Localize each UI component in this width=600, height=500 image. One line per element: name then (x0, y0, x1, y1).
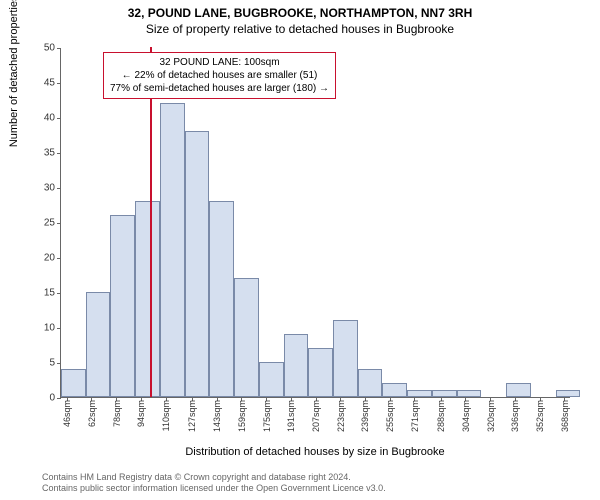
histogram-bar (284, 334, 309, 397)
x-tick-label: 352sqm (535, 400, 545, 440)
y-tick-mark (57, 83, 61, 84)
histogram-bar (234, 278, 259, 397)
histogram-bar (61, 369, 86, 397)
page-title: 32, POUND LANE, BUGBROOKE, NORTHAMPTON, … (0, 6, 600, 20)
x-tick-label: 110sqm (161, 400, 171, 440)
x-tick-label: 239sqm (360, 400, 370, 440)
footnote: Contains HM Land Registry data © Crown c… (42, 472, 386, 494)
y-tick-mark (57, 363, 61, 364)
marker-line (150, 47, 152, 397)
y-tick-mark (57, 153, 61, 154)
x-tick-label: 207sqm (311, 400, 321, 440)
y-tick-label: 20 (21, 253, 55, 264)
x-tick-label: 336sqm (510, 400, 520, 440)
histogram-bar (86, 292, 111, 397)
x-tick-label: 191sqm (286, 400, 296, 440)
annotation-line: ← 22% of detached houses are smaller (51… (110, 69, 329, 82)
y-tick-label: 30 (21, 183, 55, 194)
histogram-bar (333, 320, 358, 397)
histogram-bar (160, 103, 185, 397)
y-tick-label: 5 (21, 358, 55, 369)
histogram-bar (110, 215, 135, 397)
histogram-bar (506, 383, 531, 397)
y-tick-label: 25 (21, 218, 55, 229)
histogram-bar (308, 348, 333, 397)
histogram-bar (135, 201, 160, 397)
annotation-line: 77% of semi-detached houses are larger (… (110, 82, 329, 95)
annotation-box: 32 POUND LANE: 100sqm← 22% of detached h… (103, 52, 336, 99)
x-tick-label: 62sqm (87, 400, 97, 440)
y-tick-label: 0 (21, 393, 55, 404)
histogram-bar (358, 369, 383, 397)
x-tick-label: 143sqm (212, 400, 222, 440)
x-tick-label: 94sqm (136, 400, 146, 440)
x-tick-label: 127sqm (187, 400, 197, 440)
y-tick-mark (57, 223, 61, 224)
x-tick-label: 368sqm (560, 400, 570, 440)
y-tick-mark (57, 188, 61, 189)
x-tick-label: 304sqm (461, 400, 471, 440)
y-tick-mark (57, 328, 61, 329)
plot-area: 0510152025303540455046sqm62sqm78sqm94sqm… (60, 48, 570, 398)
histogram-bar (556, 390, 581, 397)
page-subtitle: Size of property relative to detached ho… (0, 22, 600, 36)
x-tick-label: 78sqm (112, 400, 122, 440)
histogram-bar (382, 383, 407, 397)
y-tick-mark (57, 118, 61, 119)
y-tick-mark (57, 293, 61, 294)
y-axis-label: Number of detached properties (8, 0, 20, 147)
histogram-bar (185, 131, 210, 397)
y-tick-label: 50 (21, 43, 55, 54)
footnote-line1: Contains HM Land Registry data © Crown c… (42, 472, 386, 483)
y-tick-label: 15 (21, 288, 55, 299)
x-tick-label: 223sqm (336, 400, 346, 440)
x-tick-label: 255sqm (385, 400, 395, 440)
y-tick-mark (57, 48, 61, 49)
histogram-bar (432, 390, 457, 397)
y-tick-mark (57, 398, 61, 399)
y-tick-label: 10 (21, 323, 55, 334)
histogram-chart: 0510152025303540455046sqm62sqm78sqm94sqm… (60, 48, 570, 398)
x-tick-label: 159sqm (237, 400, 247, 440)
x-tick-label: 288sqm (436, 400, 446, 440)
histogram-bar (209, 201, 234, 397)
histogram-bar (259, 362, 284, 397)
x-tick-label: 175sqm (262, 400, 272, 440)
y-tick-mark (57, 258, 61, 259)
x-tick-label: 46sqm (62, 400, 72, 440)
histogram-bar (407, 390, 432, 397)
x-tick-label: 271sqm (410, 400, 420, 440)
histogram-bar (457, 390, 482, 397)
y-tick-label: 40 (21, 113, 55, 124)
x-axis-label: Distribution of detached houses by size … (60, 446, 570, 458)
y-tick-label: 35 (21, 148, 55, 159)
y-tick-label: 45 (21, 78, 55, 89)
footnote-line2: Contains public sector information licen… (42, 483, 386, 494)
x-tick-label: 320sqm (486, 400, 496, 440)
annotation-line: 32 POUND LANE: 100sqm (110, 56, 329, 69)
